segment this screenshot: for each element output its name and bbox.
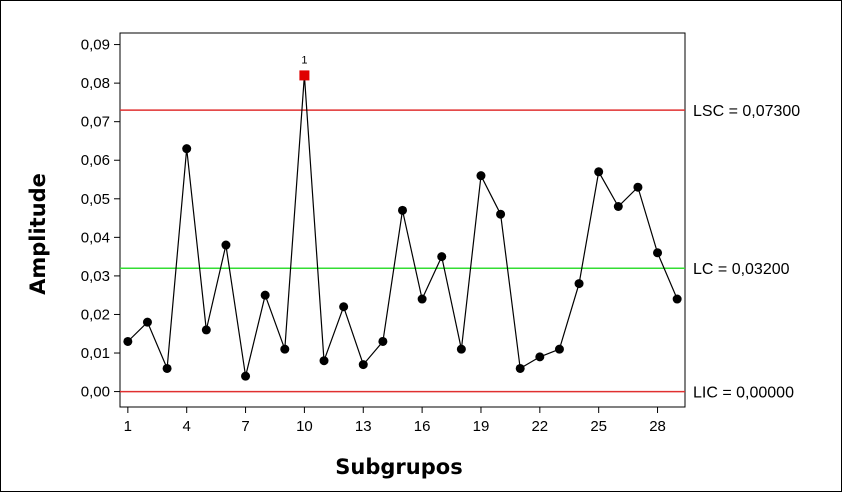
y-tick-label: 0,06 <box>81 152 110 169</box>
data-point <box>123 336 133 346</box>
y-tick-label: 0,04 <box>81 229 110 246</box>
data-point <box>201 325 211 335</box>
x-axis: 1 4 7 10 13 16 19 22 25 28 <box>124 407 666 435</box>
data-point <box>319 356 329 366</box>
x-tick-label: 1 <box>124 418 132 435</box>
x-tick-label: 4 <box>183 418 191 435</box>
data-point <box>554 344 564 354</box>
data-point <box>162 363 172 373</box>
data-point <box>574 279 584 289</box>
data-point <box>358 360 368 370</box>
data-point <box>653 248 663 258</box>
data-point <box>142 317 152 327</box>
data-point <box>221 240 231 250</box>
data-point <box>339 302 349 312</box>
data-point <box>594 167 604 177</box>
data-point <box>437 252 447 262</box>
x-tick-label: 13 <box>355 418 372 435</box>
y-tick-label: 0,07 <box>81 114 110 131</box>
y-tick-label: 0,03 <box>81 268 110 285</box>
y-tick-label: 0,08 <box>81 75 110 92</box>
data-point <box>182 144 192 154</box>
y-tick-label: 0,02 <box>81 306 110 323</box>
data-point <box>633 182 643 192</box>
y-axis: 0,00 0,01 0,02 0,03 0,04 0,05 0,06 0,07 0,08 0,09 <box>81 37 120 401</box>
x-tick-label: 19 <box>473 418 490 435</box>
data-point <box>241 371 251 381</box>
data-point <box>476 171 486 181</box>
data-point <box>456 344 466 354</box>
data-series: 1 <box>123 54 682 381</box>
x-axis-title: Subgrupos <box>335 455 462 479</box>
out-of-control-point <box>299 70 310 81</box>
data-point <box>398 205 407 215</box>
x-tick-label: 28 <box>649 418 666 435</box>
data-point <box>260 290 270 300</box>
lc-label: LC = 0,03200 <box>693 261 790 278</box>
x-tick-label: 16 <box>414 418 431 435</box>
data-point <box>280 344 290 354</box>
x-tick-label: 7 <box>241 418 249 435</box>
data-point <box>535 352 545 362</box>
x-tick-label: 25 <box>590 418 607 435</box>
data-point <box>378 336 388 346</box>
data-point <box>515 363 525 373</box>
x-tick-label: 22 <box>531 418 548 435</box>
out-of-control-flag: 1 <box>301 54 307 66</box>
y-tick-label: 0,09 <box>81 37 110 54</box>
y-tick-label: 0,01 <box>81 345 110 362</box>
data-point <box>496 209 506 219</box>
y-tick-label: 0,05 <box>81 191 110 208</box>
y-axis-title: Amplitude <box>26 173 50 295</box>
plot-area <box>119 32 686 408</box>
data-point <box>672 294 682 304</box>
control-limits: LSC = 0,07300 LC = 0,03200 LIC = 0,00000 <box>120 103 800 402</box>
data-point <box>613 202 623 212</box>
data-point <box>417 294 427 304</box>
y-tick-label: 0,00 <box>81 384 110 401</box>
x-tick-label: 10 <box>296 418 313 435</box>
lsc-label: LSC = 0,07300 <box>693 103 800 120</box>
lic-label: LIC = 0,00000 <box>693 385 794 402</box>
